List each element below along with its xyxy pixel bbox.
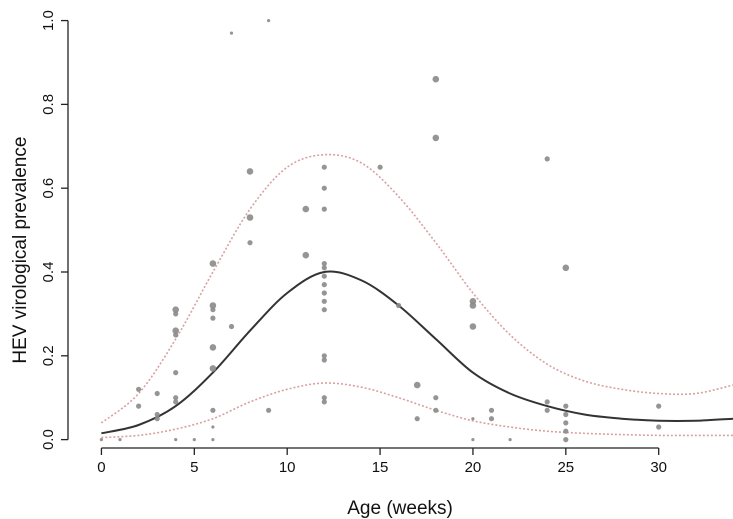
data-point (136, 403, 142, 409)
data-point (210, 307, 216, 313)
data-point (267, 19, 271, 23)
data-point (508, 438, 512, 442)
data-point (247, 240, 253, 246)
data-point (563, 420, 569, 426)
data-point (302, 251, 310, 259)
data-point (563, 411, 569, 418)
data-point (174, 438, 178, 442)
data-point (321, 164, 327, 170)
data-point (656, 424, 662, 430)
data-point (210, 407, 216, 413)
data-point (414, 416, 420, 422)
y-axis-label: HEV virological prevalence (10, 137, 31, 364)
x-axis-label: Age (weeks) (347, 498, 453, 519)
axes-layer: 0 5 10 15 20 25 30 0.0 0.2 0.4 0.6 0.8 1.0 (40, 10, 667, 476)
data-point (321, 353, 327, 359)
data-point (656, 403, 662, 409)
y-tick-label: 1.0 (40, 10, 57, 31)
fitted-curve (101, 270, 733, 435)
data-point (471, 417, 475, 421)
data-point (321, 399, 327, 405)
data-point (321, 282, 327, 288)
data-point (192, 438, 196, 442)
y-tick-label: 0.4 (40, 262, 57, 283)
data-point (471, 438, 475, 442)
data-point (488, 407, 495, 413)
y-tick-label: 0.2 (40, 345, 57, 366)
data-point (563, 437, 569, 443)
data-point (321, 307, 327, 313)
x-tick-label: 10 (279, 459, 296, 476)
data-point (154, 390, 160, 397)
data-point (173, 332, 179, 338)
curves-layer (100, 153, 733, 439)
data-point (321, 298, 327, 304)
data-point (118, 438, 122, 442)
x-tick-label: 15 (372, 459, 389, 476)
data-point (377, 164, 383, 170)
data-point (321, 273, 327, 279)
data-point (211, 438, 215, 442)
data-point (544, 407, 550, 413)
data-point (321, 395, 327, 401)
data-point (210, 315, 216, 321)
data-point (229, 31, 234, 35)
data-point (469, 302, 477, 309)
data-point (173, 395, 179, 401)
y-tick-label: 0.8 (40, 94, 57, 115)
data-point (321, 265, 327, 271)
data-point (432, 75, 440, 83)
data-point (173, 399, 179, 405)
data-point (321, 185, 327, 191)
data-point (246, 168, 254, 175)
data-point (432, 134, 440, 142)
data-point (246, 214, 254, 221)
data-point (488, 416, 495, 422)
data-point (544, 156, 550, 162)
data-point (154, 411, 160, 418)
data-point (563, 403, 569, 409)
data-point (563, 428, 569, 434)
data-point (172, 327, 179, 335)
data-point (173, 311, 179, 317)
data-point (266, 407, 272, 413)
data-point (321, 357, 327, 363)
y-tick-label: 0.0 (40, 429, 57, 450)
points-layer (99, 19, 662, 443)
data-point (209, 365, 217, 372)
data-point (173, 370, 179, 376)
data-point (321, 206, 327, 212)
data-point (321, 290, 327, 296)
data-point (99, 438, 103, 442)
x-tick-label: 25 (557, 459, 574, 476)
data-point (562, 264, 570, 272)
data-point (209, 260, 217, 267)
data-point (228, 323, 235, 330)
data-point (321, 261, 327, 267)
data-point (154, 416, 160, 422)
data-point (433, 395, 439, 401)
data-point (396, 302, 402, 309)
data-point (469, 323, 477, 330)
x-tick-label: 30 (650, 459, 667, 476)
data-point (433, 407, 439, 413)
data-point (172, 306, 179, 314)
data-point (544, 399, 550, 405)
data-point (413, 381, 421, 389)
x-tick-label: 5 (190, 459, 198, 476)
lower-ci-curve (101, 382, 733, 439)
x-tick-label: 20 (465, 459, 482, 476)
y-tick-label: 0.6 (40, 178, 57, 199)
data-point (136, 386, 142, 392)
data-point (211, 425, 215, 429)
data-point (209, 302, 217, 309)
data-point (209, 344, 217, 351)
data-point (302, 205, 310, 213)
upper-ci-curve (100, 153, 733, 424)
x-tick-label: 0 (97, 459, 105, 476)
